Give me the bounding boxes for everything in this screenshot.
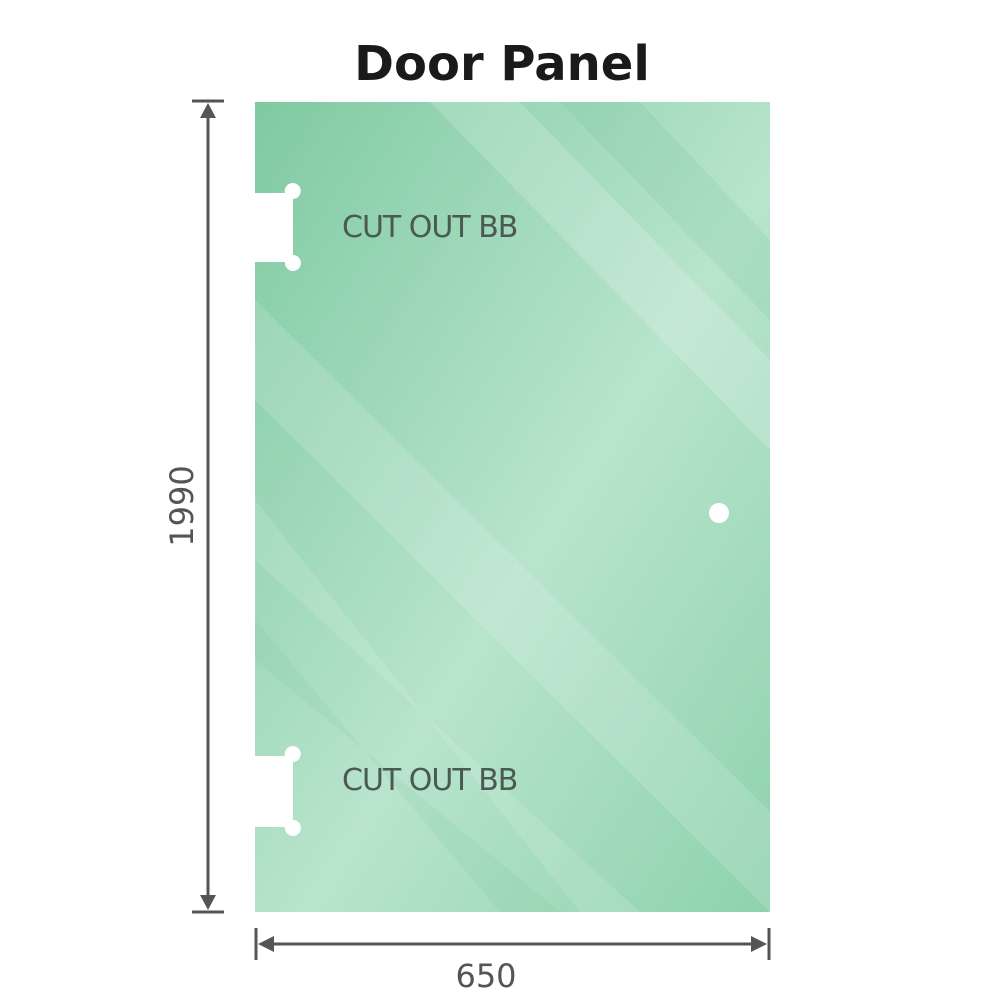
width-dimension-line (254, 928, 771, 960)
cutout-label-top: CUT OUT BB (342, 210, 517, 245)
cutout-top (255, 183, 301, 271)
handle-hole (709, 503, 729, 523)
cutout-bottom (255, 746, 301, 836)
width-label: 650 (455, 957, 516, 995)
height-label: 1990 (163, 465, 201, 546)
diagram-title: Door Panel (354, 36, 650, 92)
height-dimension-line (192, 99, 224, 914)
glass-panel (255, 102, 770, 912)
cutout-label-bottom: CUT OUT BB (342, 763, 517, 798)
